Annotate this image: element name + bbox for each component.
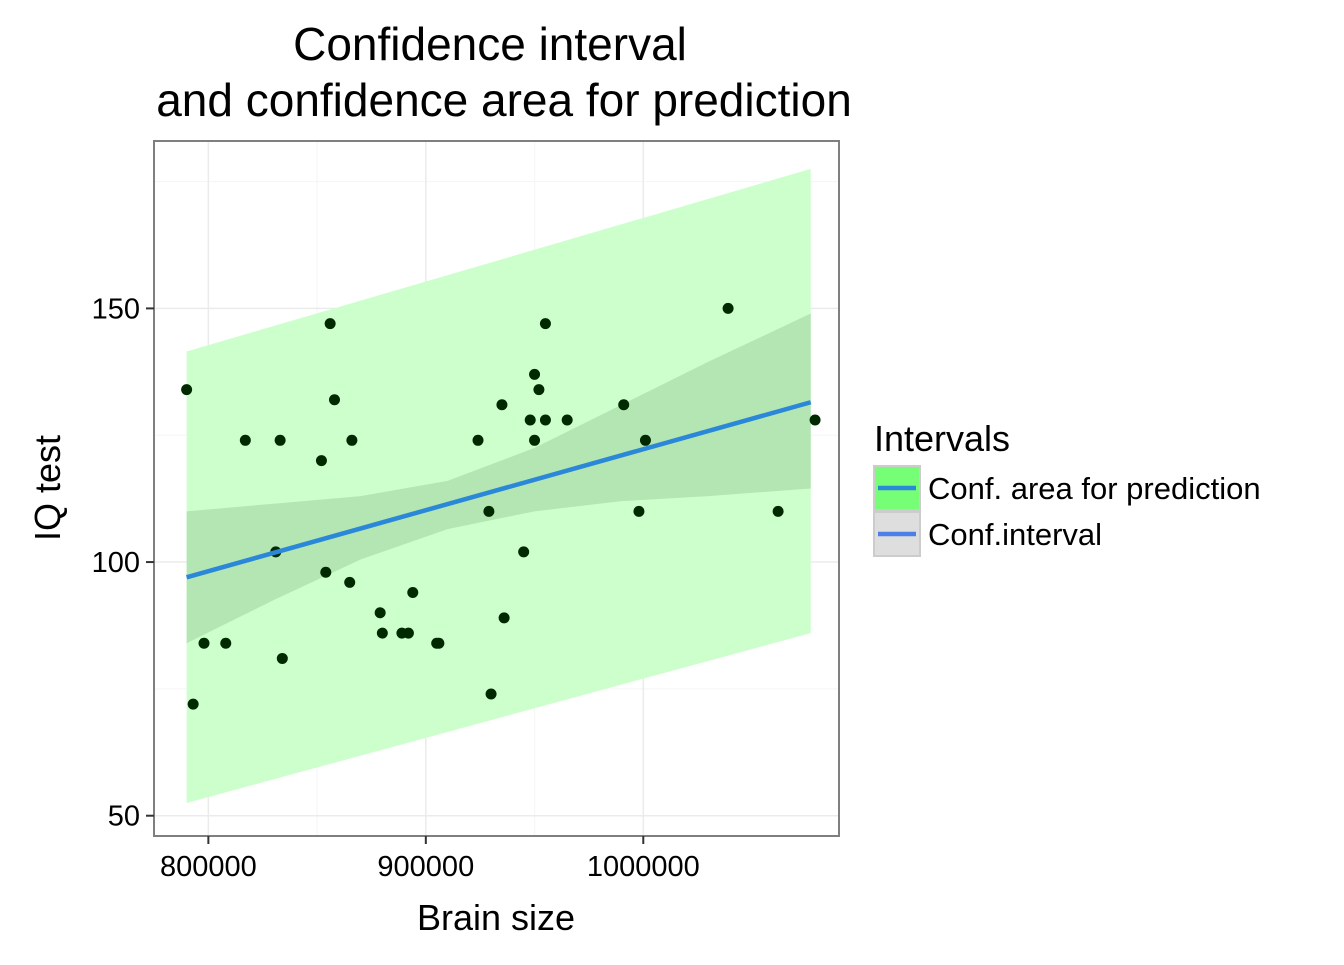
data-point bbox=[485, 688, 497, 700]
x-tick-label: 800000 bbox=[160, 851, 257, 883]
data-point bbox=[239, 434, 251, 446]
data-point bbox=[407, 586, 419, 598]
data-point bbox=[220, 637, 232, 649]
y-axis-label: IQ test bbox=[27, 435, 68, 541]
data-point bbox=[344, 576, 356, 588]
data-point bbox=[346, 434, 358, 446]
data-point bbox=[722, 302, 734, 314]
data-point bbox=[187, 698, 199, 710]
data-point bbox=[496, 399, 508, 411]
data-point bbox=[772, 505, 784, 517]
data-point bbox=[276, 652, 288, 664]
data-point bbox=[328, 394, 340, 406]
data-point bbox=[181, 384, 193, 396]
data-point bbox=[324, 318, 336, 330]
data-point bbox=[561, 414, 573, 426]
data-point bbox=[809, 414, 821, 426]
data-point bbox=[529, 368, 541, 380]
y-tick-label: 150 bbox=[92, 293, 140, 325]
legend: Intervals Conf. area for prediction Conf.… bbox=[873, 418, 1261, 557]
data-point bbox=[539, 318, 551, 330]
data-point bbox=[433, 637, 445, 649]
x-axis-label: Brain size bbox=[417, 897, 575, 938]
data-point bbox=[539, 414, 551, 426]
data-point bbox=[374, 607, 386, 619]
legend-entry-label: Conf. area for prediction bbox=[928, 471, 1261, 506]
legend-title: Intervals bbox=[874, 418, 1010, 459]
data-point bbox=[633, 505, 645, 517]
data-point bbox=[533, 384, 545, 396]
y-tick-label: 50 bbox=[108, 801, 140, 833]
legend-entry-label: Conf.interval bbox=[928, 517, 1102, 552]
data-point bbox=[315, 455, 327, 467]
plot-area bbox=[154, 141, 839, 836]
chart-title-line-1: Confidence interval bbox=[293, 18, 687, 70]
data-point bbox=[483, 505, 495, 517]
x-tick-label: 1000000 bbox=[587, 851, 700, 883]
data-point bbox=[529, 434, 541, 446]
data-point bbox=[498, 612, 510, 624]
data-point bbox=[518, 546, 530, 558]
axes: 800000 900000 1000000 50 100 150 bbox=[92, 140, 840, 883]
chart-title-line-2: and confidence area for prediction bbox=[156, 74, 852, 126]
data-point bbox=[198, 637, 210, 649]
data-point bbox=[618, 399, 630, 411]
x-tick-label: 900000 bbox=[377, 851, 474, 883]
data-point bbox=[274, 434, 286, 446]
regression-line bbox=[186, 400, 812, 580]
data-point bbox=[472, 434, 484, 446]
data-point bbox=[320, 566, 332, 578]
data-point bbox=[376, 627, 388, 639]
y-tick-label: 100 bbox=[92, 547, 140, 579]
data-point bbox=[402, 627, 414, 639]
data-point bbox=[639, 434, 651, 446]
plot-border bbox=[153, 140, 840, 837]
confidence-interval-band bbox=[186, 313, 811, 644]
data-point bbox=[524, 414, 536, 426]
